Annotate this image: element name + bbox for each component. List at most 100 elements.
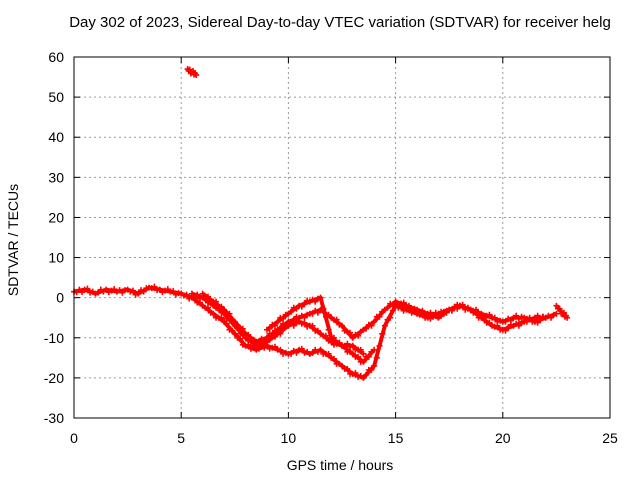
data-point-marker — [529, 317, 536, 324]
y-tick-label: 20 — [48, 209, 64, 225]
data-point-marker — [213, 298, 220, 305]
data-point-marker — [199, 290, 206, 297]
data-point-marker — [339, 362, 345, 369]
series-track-e — [184, 66, 200, 79]
data-point-marker — [473, 309, 479, 316]
data-point-marker — [223, 320, 230, 327]
data-point-marker — [387, 314, 394, 321]
data-point-marker — [129, 287, 136, 294]
data-point-marker — [194, 291, 201, 298]
y-tick-label: 30 — [48, 169, 64, 185]
data-point-marker — [467, 306, 474, 313]
chart-title: Day 302 of 2023, Sidereal Day-to-day VTE… — [69, 14, 611, 31]
grid-lines — [74, 57, 610, 418]
data-point-marker — [360, 374, 367, 381]
data-point-marker — [151, 283, 158, 290]
data-point-marker — [451, 304, 458, 311]
data-point-marker — [373, 354, 380, 361]
data-point-marker — [505, 324, 512, 331]
x-tick-label: 15 — [388, 430, 404, 446]
data-point-marker — [277, 346, 284, 353]
data-point-marker — [84, 285, 91, 292]
data-point-marker — [486, 319, 493, 326]
data-point-marker — [360, 350, 367, 357]
data-point-marker — [274, 318, 281, 325]
data-point-marker — [140, 288, 147, 295]
data-point-marker — [481, 314, 488, 321]
data-point-marker — [245, 331, 252, 338]
data-point-marker — [459, 302, 466, 309]
data-point-marker — [263, 334, 270, 341]
data-point-marker — [255, 338, 262, 345]
data-point-marker — [448, 307, 455, 314]
data-point-marker — [349, 350, 356, 357]
data-point-marker — [205, 304, 211, 311]
data-point-marker — [280, 315, 287, 322]
data-point-marker — [523, 318, 530, 325]
data-point-marker — [559, 310, 566, 317]
data-point-marker — [534, 319, 541, 326]
data-point-marker — [339, 322, 345, 329]
data-point-marker — [379, 330, 386, 337]
data-point-marker — [502, 318, 509, 325]
y-tick-label: -10 — [44, 330, 64, 346]
data-point-marker — [371, 362, 378, 369]
y-axis-label: SDTVAR / TECUs — [5, 184, 21, 296]
data-point-marker — [237, 335, 244, 342]
x-axis-ticks: 0 5 10 15 20 25 — [70, 57, 618, 446]
data-point-marker — [309, 310, 316, 317]
data-point-marker — [349, 342, 356, 349]
data-points — [71, 66, 571, 381]
data-point-marker — [494, 322, 501, 329]
plot-border — [73, 56, 611, 419]
data-point-marker — [320, 305, 327, 312]
data-point-marker — [325, 326, 332, 333]
data-point-marker — [309, 322, 316, 329]
data-point-marker — [389, 301, 396, 308]
data-point-marker — [218, 303, 225, 310]
data-point-marker — [325, 350, 332, 357]
data-point-marker — [330, 355, 337, 362]
data-point-marker — [400, 299, 407, 306]
data-point-marker — [317, 294, 324, 301]
data-point-marker — [548, 314, 555, 321]
data-point-marker — [513, 312, 520, 319]
data-point-marker — [443, 309, 450, 316]
y-tick-label: 50 — [48, 89, 64, 105]
data-point-marker — [290, 316, 297, 323]
data-point-marker — [502, 327, 509, 334]
y-tick-label: 40 — [48, 129, 64, 145]
data-point-marker — [95, 289, 102, 296]
x-tick-label: 0 — [70, 430, 78, 446]
y-axis-ticks: -30 -20 -10 0 10 20 30 40 50 60 — [44, 49, 610, 426]
data-point-marker — [376, 313, 383, 320]
series-track-f — [553, 302, 571, 321]
data-point-marker — [381, 322, 388, 329]
data-point-marker — [553, 302, 560, 309]
x-axis-label: GPS time / hours — [287, 457, 394, 473]
data-point-marker — [336, 339, 343, 346]
data-point-marker — [491, 314, 498, 321]
data-point-marker — [322, 332, 329, 339]
data-point-marker — [288, 319, 295, 326]
data-point-marker — [266, 325, 273, 332]
data-point-marker — [363, 371, 370, 378]
data-point-marker — [376, 342, 383, 349]
data-point-marker — [486, 311, 493, 318]
data-point-marker — [322, 313, 329, 320]
data-point-marker — [314, 309, 321, 316]
data-point-marker — [239, 325, 246, 332]
data-point-marker — [269, 331, 276, 338]
data-point-marker — [560, 309, 567, 316]
data-point-marker — [438, 312, 445, 319]
y-tick-label: -30 — [44, 410, 64, 426]
data-point-marker — [218, 314, 225, 321]
data-point-marker — [564, 314, 571, 321]
data-point-marker — [556, 305, 563, 312]
series-track-c — [199, 290, 549, 345]
x-tick-label: 10 — [281, 430, 297, 446]
data-point-marker — [352, 369, 359, 376]
data-point-marker — [258, 341, 265, 348]
data-point-marker — [170, 288, 177, 295]
